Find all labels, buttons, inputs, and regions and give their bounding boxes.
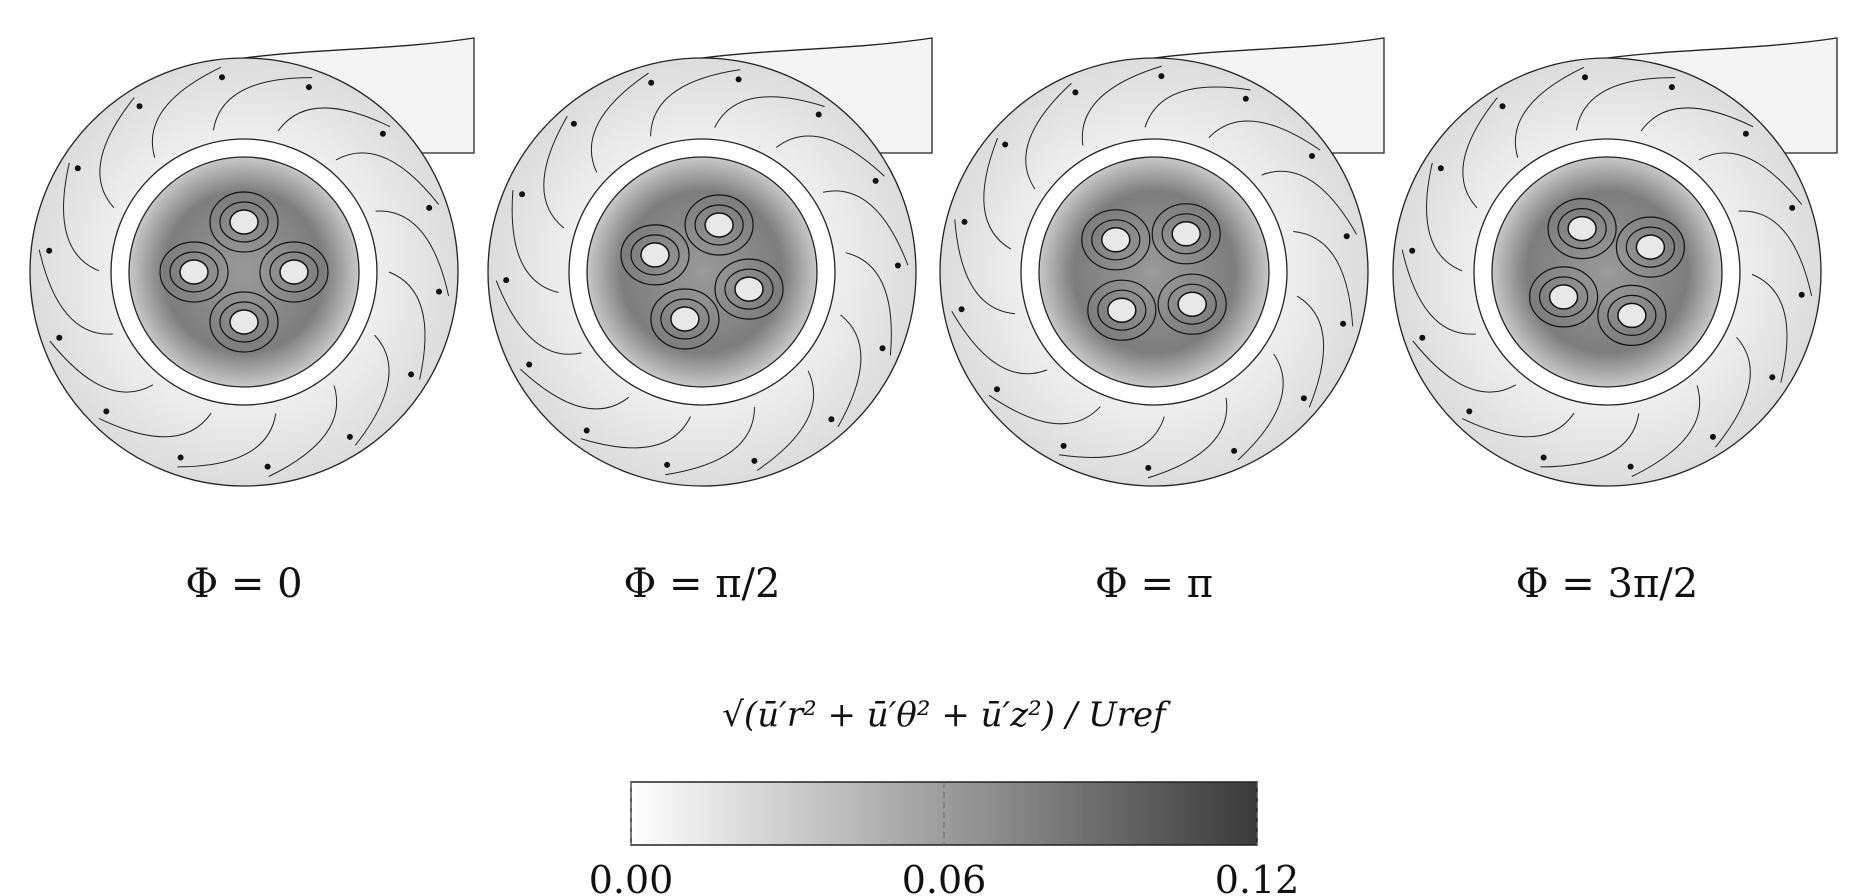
streamline-arrow xyxy=(436,289,442,295)
vortex-center xyxy=(1108,298,1136,322)
flow-panel xyxy=(1393,38,1837,486)
streamline-arrow xyxy=(1344,233,1350,239)
streamline-arrow xyxy=(895,263,901,269)
streamline-arrow xyxy=(1158,73,1164,79)
streamline-arrow xyxy=(1582,74,1588,80)
flow-panel xyxy=(940,38,1384,486)
vortex-center xyxy=(1618,303,1646,327)
streamline-arrow xyxy=(1061,443,1067,449)
streamline-arrow xyxy=(347,434,353,440)
streamline-arrow xyxy=(648,80,654,86)
streamline-arrow xyxy=(306,84,312,90)
streamline-arrow xyxy=(1340,321,1346,327)
streamline-arrow xyxy=(751,458,757,464)
rotor-core xyxy=(1039,157,1269,387)
rotor-core xyxy=(1492,157,1722,387)
streamline-arrow xyxy=(526,362,532,368)
streamline-arrow xyxy=(1409,248,1415,254)
streamline-arrow xyxy=(816,112,822,118)
vortex-center xyxy=(735,277,763,301)
streamline-arrow xyxy=(1466,408,1472,414)
colorbar-tick-label: 0.06 xyxy=(902,858,987,896)
streamline-arrow xyxy=(1799,292,1805,298)
streamline-arrow xyxy=(1769,374,1775,380)
streamline-arrow xyxy=(1301,395,1307,401)
streamline-arrow xyxy=(219,74,225,80)
streamline-arrow xyxy=(1231,448,1237,454)
streamline-arrow xyxy=(103,408,109,414)
streamline-arrow xyxy=(1541,455,1547,461)
streamline-arrow xyxy=(1500,103,1506,109)
streamline-arrow xyxy=(1669,84,1675,90)
vortex-center xyxy=(705,213,733,237)
vortex-center xyxy=(671,307,699,331)
vortex-center xyxy=(1636,235,1664,259)
streamline-arrow xyxy=(46,248,52,254)
vortex-center xyxy=(1102,228,1130,252)
streamline-arrow xyxy=(736,76,742,82)
streamline-arrow xyxy=(584,428,590,434)
streamline-arrow xyxy=(408,371,414,377)
vortex-center xyxy=(1568,217,1596,241)
colorbar-tick-label: 0.12 xyxy=(1215,858,1300,896)
streamline-arrow xyxy=(426,205,432,211)
streamline-arrow xyxy=(994,386,1000,392)
streamline-arrow xyxy=(1628,464,1634,470)
streamline-arrow xyxy=(56,335,62,341)
streamline-arrow xyxy=(571,121,577,127)
streamline-arrow xyxy=(1438,165,1444,171)
streamline-arrow xyxy=(1789,205,1795,211)
vortex-center xyxy=(230,310,258,334)
vortex-center xyxy=(1550,285,1578,309)
streamline-arrow xyxy=(519,191,525,197)
vortex-center xyxy=(1172,222,1200,246)
figure-canvas: √(ū′r² + ū′θ² + ū′z²) / Uref Φ = 0 Φ = π/… xyxy=(0,0,1866,896)
phase-label: Φ = π xyxy=(1095,561,1213,607)
streamline-arrow xyxy=(1309,153,1315,159)
streamline-arrow xyxy=(1002,142,1008,148)
vortex-center xyxy=(641,243,669,267)
flow-panel xyxy=(488,38,932,486)
streamline-arrow xyxy=(137,103,143,109)
vortex-center xyxy=(230,210,258,234)
streamline-arrow xyxy=(380,131,386,137)
streamline-arrow xyxy=(1072,89,1078,95)
streamline-arrow xyxy=(1145,465,1151,471)
streamline-arrow xyxy=(873,178,879,184)
phase-label: Φ = 0 xyxy=(185,561,302,607)
streamline-arrow xyxy=(962,219,968,225)
streamline-arrow xyxy=(664,462,670,468)
streamline-arrow xyxy=(178,455,184,461)
phase-label: Φ = π/2 xyxy=(624,561,781,607)
streamline-arrow xyxy=(503,277,509,283)
vortex-center xyxy=(1178,292,1206,316)
streamline-arrow xyxy=(1243,96,1249,102)
flow-panel xyxy=(30,38,474,486)
vortex-center xyxy=(280,260,308,284)
streamline-arrow xyxy=(959,306,965,312)
streamline-arrow xyxy=(1743,131,1749,137)
colorbar-tick-label: 0.00 xyxy=(589,858,674,896)
colorbar-title: √(ū′r² + ū′θ² + ū′z²) / Uref xyxy=(722,695,1171,735)
figure: √(ū′r² + ū′θ² + ū′z²) / Uref Φ = 0 Φ = π/… xyxy=(0,0,1866,896)
streamline-arrow xyxy=(265,464,271,470)
streamline-arrow xyxy=(1710,434,1716,440)
rotor-core xyxy=(587,157,817,387)
streamline-arrow xyxy=(828,416,834,422)
streamline-arrow xyxy=(1419,335,1425,341)
streamline-arrow xyxy=(75,165,81,171)
vortex-center xyxy=(180,260,208,284)
streamline-arrow xyxy=(880,345,886,351)
phase-label: Φ = 3π/2 xyxy=(1516,561,1698,607)
